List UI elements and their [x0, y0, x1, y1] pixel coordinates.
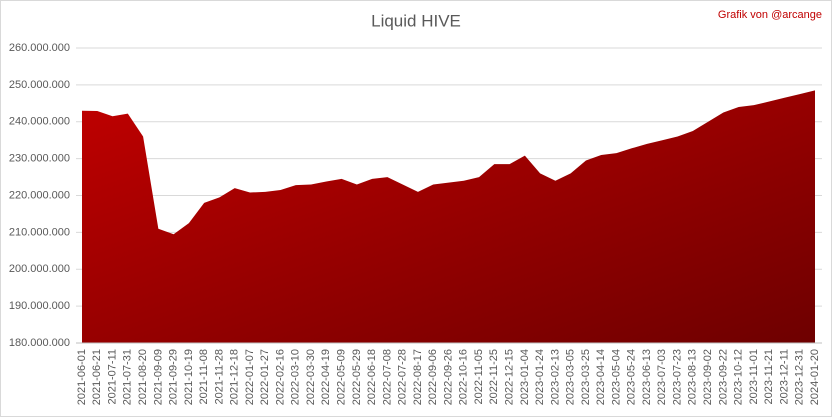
x-tick-label: 2021-07-11: [106, 349, 118, 404]
y-tick-label: 210.000.000: [9, 226, 70, 238]
x-tick-label: 2023-01-24: [534, 349, 546, 405]
x-tick-label: 2022-09-06: [427, 349, 439, 405]
x-tick-label: 2023-07-23: [671, 349, 683, 405]
x-tick-label: 2023-01-04: [519, 349, 531, 405]
y-tick-label: 250.000.000: [9, 79, 70, 91]
x-tick-label: 2023-08-13: [687, 349, 699, 405]
x-tick-label: 2023-03-05: [565, 349, 577, 405]
x-tick-label: 2023-11-01: [748, 349, 760, 404]
x-tick-label: 2023-03-25: [580, 349, 592, 405]
x-tick-label: 2021-10-19: [183, 349, 195, 405]
x-tick-label: 2021-09-29: [168, 349, 180, 405]
x-tick-label: 2023-09-02: [702, 349, 714, 405]
x-tick-label: 2023-02-13: [549, 349, 561, 405]
x-tick-label: 2021-12-18: [229, 349, 241, 405]
y-tick-label: 200.000.000: [9, 263, 70, 275]
x-tick-label: 2022-08-17: [412, 349, 424, 405]
x-tick-label: 2023-09-22: [717, 349, 729, 405]
y-tick-label: 230.000.000: [9, 153, 70, 165]
x-tick-label: 2024-01-20: [809, 349, 821, 405]
x-tick-label: 2021-09-09: [152, 349, 164, 405]
x-tick-label: 2022-11-05: [473, 349, 485, 404]
x-tick-label: 2022-11-25: [488, 349, 500, 404]
x-tick-label: 2022-01-07: [244, 349, 256, 405]
x-tick-label: 2022-03-10: [290, 349, 302, 405]
x-tick-label: 2021-11-28: [213, 349, 225, 404]
x-tick-label: 2021-07-31: [122, 349, 134, 405]
x-tick-label: 2023-06-13: [641, 349, 653, 405]
x-tick-label: 2022-06-18: [366, 349, 378, 405]
x-tick-label: 2022-03-30: [305, 349, 317, 405]
x-tick-label: 2022-07-28: [397, 349, 409, 405]
annotation: Grafik von @arcange: [718, 9, 822, 21]
x-tick-label: 2022-04-19: [320, 349, 332, 405]
x-tick-label: 2023-04-14: [595, 349, 607, 405]
x-tick-label: 2021-11-08: [198, 349, 210, 404]
x-tick-label: 2023-12-11: [778, 349, 790, 404]
x-tick-label: 2022-09-26: [442, 349, 454, 405]
x-tick-label: 2022-10-16: [458, 349, 470, 405]
x-tick-label: 2021-06-01: [76, 349, 88, 405]
y-tick-label: 240.000.000: [9, 116, 70, 128]
x-tick-label: 2022-01-27: [259, 349, 271, 405]
x-tick-label: 2023-12-31: [794, 349, 806, 405]
x-tick-label: 2023-05-04: [610, 349, 622, 405]
y-tick-label: 180.000.000: [9, 337, 70, 349]
x-tick-label: 2023-07-03: [656, 349, 668, 405]
x-tick-label: 2021-08-20: [137, 349, 149, 405]
y-tick-label: 220.000.000: [9, 189, 70, 201]
x-tick-label: 2022-07-08: [381, 349, 393, 405]
x-tick-label: 2022-12-15: [503, 349, 515, 405]
y-tick-label: 260.000.000: [9, 42, 70, 54]
x-tick-label: 2023-05-24: [626, 349, 638, 405]
x-tick-label: 2023-10-12: [733, 349, 745, 405]
x-tick-label: 2022-05-09: [336, 349, 348, 405]
x-tick-label: 2021-06-21: [91, 349, 103, 405]
y-tick-label: 190.000.000: [9, 300, 70, 312]
area: [82, 90, 815, 343]
x-tick-label: 2022-02-16: [274, 349, 286, 405]
x-tick-label: 2023-11-21: [763, 349, 775, 404]
chart-title: Liquid HIVE: [371, 11, 461, 30]
x-tick-label: 2022-05-29: [351, 349, 363, 405]
